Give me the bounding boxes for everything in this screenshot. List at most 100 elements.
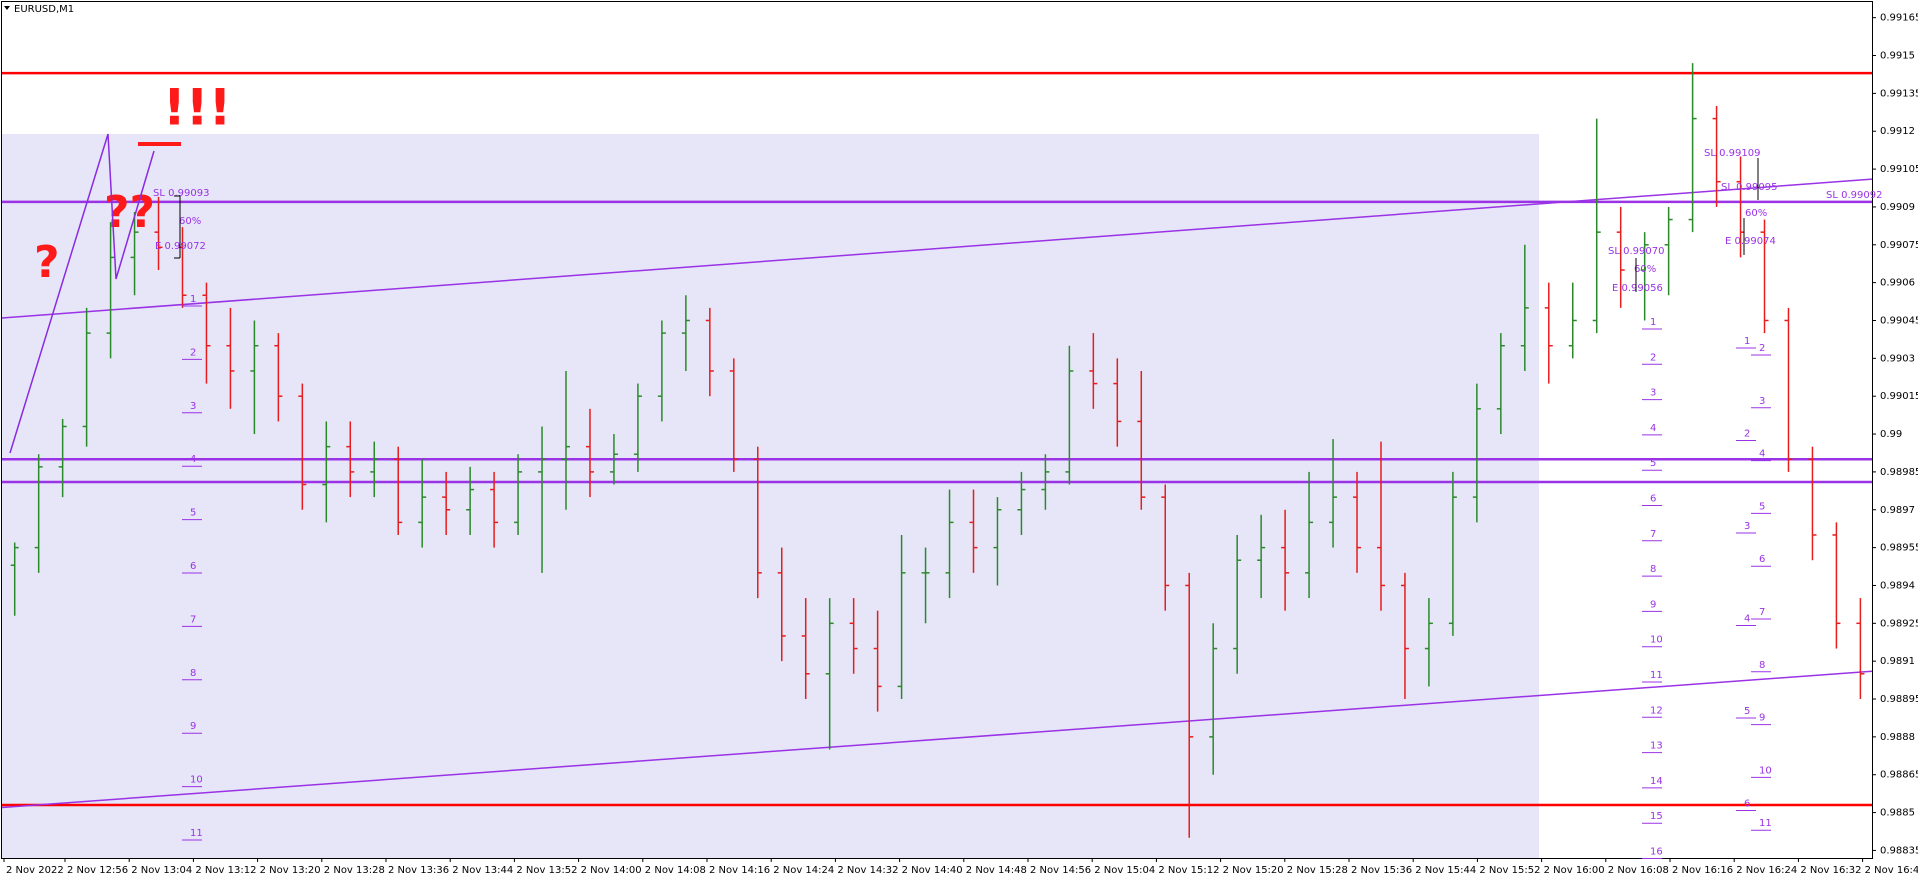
fib-label: 11 bbox=[190, 828, 203, 839]
fib-label: 13 bbox=[1650, 741, 1663, 752]
trend-line bbox=[1, 670, 1873, 809]
y-tick-label: 0.99075 bbox=[1880, 240, 1918, 251]
fib-label: 6 bbox=[190, 561, 196, 572]
fib-label: 10 bbox=[190, 775, 203, 786]
candle bbox=[681, 295, 690, 371]
candle bbox=[609, 434, 618, 485]
x-tick-label: 2 Nov 14:56 bbox=[1030, 865, 1091, 876]
candle bbox=[1353, 471, 1362, 573]
candle bbox=[154, 196, 163, 271]
candle bbox=[1257, 514, 1266, 599]
y-tick-label: 0.98925 bbox=[1880, 618, 1918, 629]
x-tick-label: 2 Nov 13:36 bbox=[388, 865, 449, 876]
shaded-zone bbox=[2, 134, 1539, 858]
candle bbox=[1137, 370, 1146, 510]
x-tick-label: 2 Nov 16:16 bbox=[1672, 865, 1733, 876]
candle bbox=[1185, 572, 1194, 838]
fib-label: 2 bbox=[1650, 352, 1656, 363]
zigzag bbox=[9, 133, 155, 454]
candle bbox=[442, 471, 451, 535]
y-tick-label: 0.99165 bbox=[1880, 13, 1918, 24]
candle bbox=[1544, 282, 1553, 384]
candle bbox=[1233, 534, 1242, 674]
annotation: 60% bbox=[1634, 264, 1656, 275]
annotation: 60% bbox=[179, 216, 201, 227]
candle bbox=[1281, 509, 1290, 611]
fib-label: 11 bbox=[1759, 818, 1772, 829]
x-tick-label: 2 Nov 15:52 bbox=[1479, 865, 1540, 876]
x-tick-label: 2 Nov 13:20 bbox=[260, 865, 321, 876]
marks: 0.991650.99150.991350.99120.991050.99090… bbox=[1, 13, 1918, 876]
fib-label: 7 bbox=[1759, 607, 1765, 618]
y-tick-label: 0.98865 bbox=[1880, 770, 1918, 781]
x-tick-label: 2 Nov 13:52 bbox=[516, 865, 577, 876]
candle bbox=[298, 383, 307, 510]
fib-label: 2 bbox=[1744, 429, 1750, 440]
fib-label: 6 bbox=[1650, 494, 1656, 505]
fib-label: 5 bbox=[190, 508, 196, 519]
fib-label: 4 bbox=[1744, 614, 1750, 625]
menu-arrow[interactable] bbox=[4, 6, 10, 10]
y-tick-label: 0.98955 bbox=[1880, 543, 1918, 554]
candle bbox=[322, 421, 331, 523]
trend-line bbox=[1, 178, 1873, 319]
annotation: 60% bbox=[1745, 208, 1767, 219]
fib-label: 3 bbox=[1650, 388, 1656, 399]
candle bbox=[490, 471, 499, 548]
x-tick-label: 2 Nov 14:24 bbox=[773, 865, 834, 876]
fib-label: 8 bbox=[190, 668, 196, 679]
y-tick-label: 0.9891 bbox=[1880, 656, 1915, 667]
fib-label: 5 bbox=[1650, 458, 1656, 469]
fib-label: 7 bbox=[190, 614, 196, 625]
candle bbox=[10, 542, 19, 616]
fib-label: 2 bbox=[1759, 343, 1765, 354]
x-tick-label: 2 Nov 13:12 bbox=[195, 865, 256, 876]
candle bbox=[346, 421, 355, 498]
fib-label: 10 bbox=[1759, 765, 1772, 776]
candle bbox=[1041, 454, 1050, 510]
x-tick-label: 2 Nov 13:44 bbox=[452, 865, 513, 876]
fib-label: 5 bbox=[1744, 706, 1750, 717]
fib-label: 12 bbox=[1650, 705, 1663, 716]
x-tick-label: 2 Nov 15:36 bbox=[1351, 865, 1412, 876]
candle bbox=[1808, 446, 1817, 561]
fib-label: 14 bbox=[1650, 776, 1663, 787]
fib-label: 2 bbox=[190, 347, 196, 358]
candle bbox=[274, 333, 283, 422]
y-tick-label: 0.9903 bbox=[1880, 353, 1915, 364]
candle bbox=[633, 383, 642, 472]
fib-label: 6 bbox=[1744, 799, 1750, 810]
candle bbox=[1712, 105, 1721, 207]
candle bbox=[1424, 598, 1433, 687]
fib-label: 5 bbox=[1759, 501, 1765, 512]
annotation: SL 0.99095 bbox=[1721, 182, 1777, 193]
candle bbox=[1305, 471, 1314, 599]
y-tick-label: 0.99 bbox=[1880, 429, 1902, 440]
candle bbox=[562, 370, 571, 510]
x-tick-label: 2 Nov 15:20 bbox=[1223, 865, 1284, 876]
x-tick-label: 2 Nov 12:56 bbox=[67, 865, 128, 876]
fib-label: 7 bbox=[1650, 529, 1656, 540]
candle bbox=[34, 454, 43, 573]
x-tick-label: 2 Nov 14:48 bbox=[966, 865, 1027, 876]
y-tick-label: 0.98985 bbox=[1880, 467, 1918, 478]
x-tick-label: 2 Nov 13:28 bbox=[324, 865, 385, 876]
fib-label: 9 bbox=[1759, 713, 1765, 724]
candle bbox=[1592, 118, 1601, 334]
candle bbox=[1161, 484, 1170, 611]
candle bbox=[1760, 219, 1769, 334]
annotation: SL 0.99109 bbox=[1704, 148, 1760, 159]
x-tick-label: 2 Nov 16:40 bbox=[1865, 865, 1918, 876]
chart-title: EURUSD,M1 bbox=[14, 4, 74, 15]
fib-label: 9 bbox=[1650, 599, 1656, 610]
plot-frame bbox=[1, 1, 1873, 859]
x-tick-label: 2 Nov 14:40 bbox=[902, 865, 963, 876]
candle bbox=[1616, 206, 1625, 308]
candle bbox=[657, 320, 666, 422]
candle bbox=[1376, 441, 1385, 611]
x-tick-label: 2 Nov 15:28 bbox=[1287, 865, 1348, 876]
candle bbox=[1329, 439, 1338, 548]
y-tick-label: 0.99135 bbox=[1880, 88, 1918, 99]
annotation: SL 0.99070 bbox=[1608, 246, 1664, 257]
